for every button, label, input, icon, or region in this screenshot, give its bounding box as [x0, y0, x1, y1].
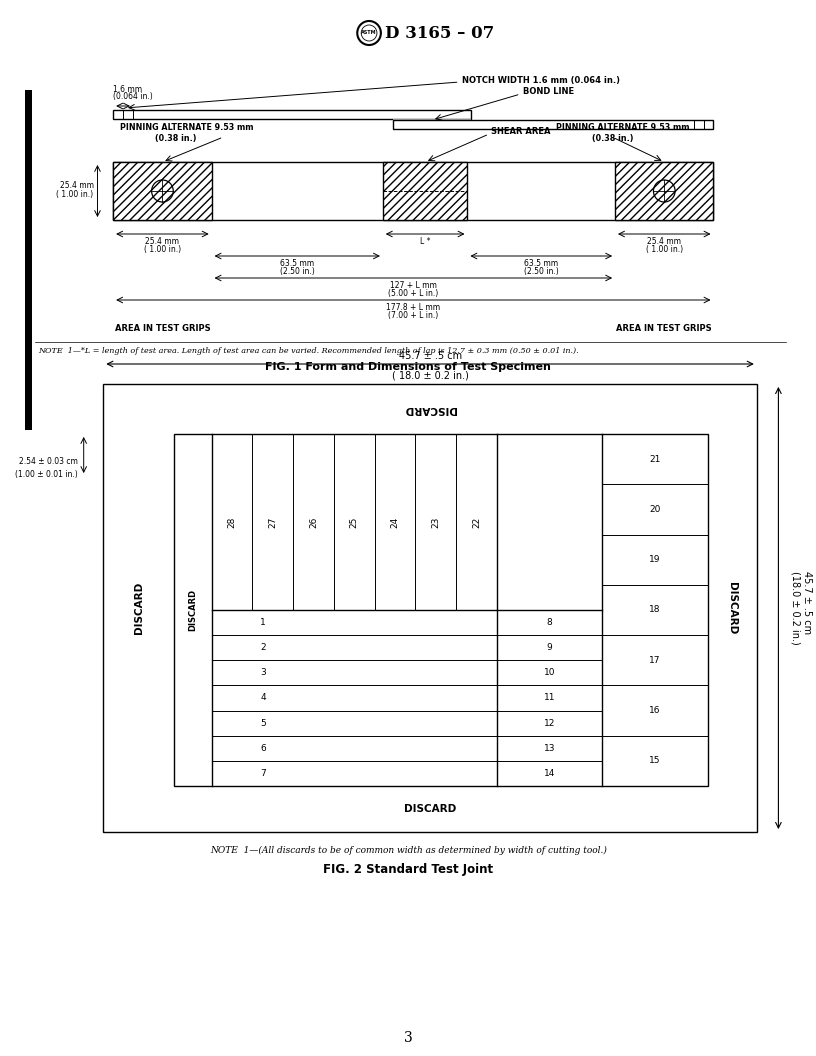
Text: DISCARD: DISCARD: [404, 404, 456, 414]
Text: 25.4 mm: 25.4 mm: [145, 237, 180, 246]
Text: 25.4 mm: 25.4 mm: [60, 181, 94, 189]
Text: (1.00 ± 0.01 in.): (1.00 ± 0.01 in.): [15, 470, 78, 478]
Text: 127 + L mm: 127 + L mm: [390, 281, 437, 290]
Text: 7: 7: [260, 769, 266, 778]
Text: 23: 23: [431, 516, 440, 528]
Text: ( 18.0 ± 0.2 in.): ( 18.0 ± 0.2 in.): [392, 371, 468, 381]
Text: 27: 27: [268, 516, 277, 528]
Text: 25: 25: [350, 516, 359, 528]
Text: 1.6 mm: 1.6 mm: [113, 84, 142, 94]
Bar: [175, 434, 707, 786]
Text: 26: 26: [309, 516, 318, 528]
Text: 25.4 mm: 25.4 mm: [647, 237, 681, 246]
Text: D 3165 – 07: D 3165 – 07: [385, 24, 494, 41]
Text: ASTM: ASTM: [361, 31, 377, 36]
Text: 5: 5: [260, 719, 266, 728]
Text: 63.5 mm: 63.5 mm: [524, 259, 558, 268]
Text: BOND LINE: BOND LINE: [522, 88, 574, 96]
Text: 15: 15: [649, 756, 661, 766]
Text: AREA IN TEST GRIPS: AREA IN TEST GRIPS: [616, 324, 712, 333]
Text: 10: 10: [543, 668, 555, 677]
Text: (2.50 in.): (2.50 in.): [524, 267, 559, 276]
Text: (0.38 in.): (0.38 in.): [154, 133, 196, 143]
Bar: [24, 90, 32, 430]
Text: AREA IN TEST GRIPS: AREA IN TEST GRIPS: [114, 324, 211, 333]
Bar: [615, 162, 713, 220]
Text: 14: 14: [543, 769, 555, 778]
Text: 13: 13: [543, 743, 555, 753]
Text: 17: 17: [649, 656, 661, 665]
Text: PINNING ALTERNATE 9.53 mm: PINNING ALTERNATE 9.53 mm: [556, 122, 690, 132]
Text: 12: 12: [543, 719, 555, 728]
Text: DISCARD: DISCARD: [134, 582, 144, 634]
Text: DISCARD: DISCARD: [404, 804, 456, 814]
Text: 19: 19: [649, 555, 661, 564]
Text: 8: 8: [547, 618, 552, 627]
Text: (5.00 + L in.): (5.00 + L in.): [388, 289, 438, 298]
Text: NOTE  1—(All discards to be of common width as determined by width of cutting to: NOTE 1—(All discards to be of common wid…: [210, 846, 607, 855]
Bar: [104, 384, 756, 832]
Text: (0.38 in.): (0.38 in.): [592, 133, 634, 143]
Bar: [113, 110, 472, 119]
Text: ( 1.00 in.): ( 1.00 in.): [645, 245, 683, 254]
Text: 45.7 ± .5 cm
(18.0 ± 0.2 in.): 45.7 ± .5 cm (18.0 ± 0.2 in.): [790, 571, 812, 645]
Text: FIG. 1 Form and Dimensions of Test Specimen: FIG. 1 Form and Dimensions of Test Speci…: [265, 362, 552, 372]
Text: DISCARD: DISCARD: [727, 582, 737, 634]
Text: NOTCH WIDTH 1.6 mm (0.064 in.): NOTCH WIDTH 1.6 mm (0.064 in.): [462, 75, 619, 84]
Text: 3: 3: [404, 1031, 413, 1045]
Text: 18: 18: [649, 605, 661, 615]
Text: 28: 28: [228, 516, 237, 528]
Text: 6: 6: [260, 743, 266, 753]
Text: FIG. 2 Standard Test Joint: FIG. 2 Standard Test Joint: [323, 863, 494, 876]
Text: (7.00 + L in.): (7.00 + L in.): [388, 312, 438, 320]
Text: 45.7 ± .5 cm: 45.7 ± .5 cm: [398, 351, 462, 361]
Text: DISCARD: DISCARD: [188, 589, 197, 631]
Text: (2.50 in.): (2.50 in.): [280, 267, 315, 276]
Text: 9: 9: [547, 643, 552, 653]
Text: SHEAR AREA: SHEAR AREA: [491, 128, 551, 136]
Text: 63.5 mm: 63.5 mm: [280, 259, 314, 268]
Text: 4: 4: [260, 694, 266, 702]
Text: 1: 1: [260, 618, 266, 627]
Text: NOTE  1—*L = length of test area. Length of test area can be varied. Recommended: NOTE 1—*L = length of test area. Length …: [38, 347, 579, 355]
Text: 21: 21: [650, 455, 661, 464]
Text: 20: 20: [650, 505, 661, 514]
Text: ( 1.00 in.): ( 1.00 in.): [56, 190, 94, 200]
Text: 3: 3: [260, 668, 266, 677]
Text: 11: 11: [543, 694, 555, 702]
Text: 24: 24: [390, 516, 400, 528]
Bar: [113, 162, 713, 220]
Text: 2.54 ± 0.03 cm: 2.54 ± 0.03 cm: [19, 457, 78, 467]
Text: ( 1.00 in.): ( 1.00 in.): [144, 245, 181, 254]
Text: 22: 22: [472, 516, 481, 528]
Bar: [113, 162, 211, 220]
Text: 177.8 + L mm: 177.8 + L mm: [386, 303, 441, 312]
Text: 16: 16: [649, 706, 661, 715]
Text: PINNING ALTERNATE 9.53 mm: PINNING ALTERNATE 9.53 mm: [120, 122, 254, 132]
Bar: [383, 162, 468, 220]
Bar: [392, 120, 713, 129]
Text: L *: L *: [420, 237, 430, 246]
Text: (0.064 in.): (0.064 in.): [113, 92, 153, 101]
Text: 2: 2: [260, 643, 266, 653]
